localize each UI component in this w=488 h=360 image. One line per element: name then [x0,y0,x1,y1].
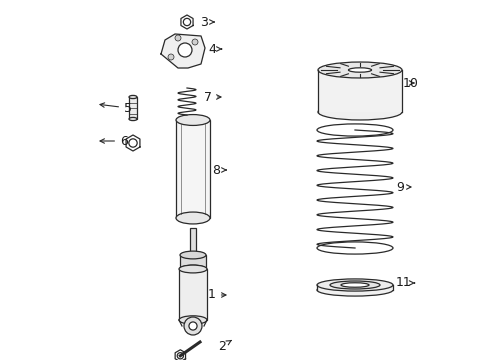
Text: 5: 5 [100,102,132,114]
Bar [179,269,206,320]
Ellipse shape [317,62,401,78]
Ellipse shape [340,283,368,287]
Text: 7: 7 [203,90,221,104]
Polygon shape [161,34,204,68]
Text: 8: 8 [212,163,225,176]
Bar [317,70,401,112]
Text: 10: 10 [402,77,418,90]
Text: 4: 4 [207,42,221,55]
Text: 9: 9 [395,180,410,194]
Bar [190,228,196,255]
Text: 6: 6 [100,135,128,148]
Ellipse shape [180,251,205,259]
Circle shape [192,39,198,45]
Ellipse shape [176,212,209,224]
Ellipse shape [348,68,371,72]
Bar [129,97,137,119]
Text: 2: 2 [218,339,231,352]
Text: 11: 11 [395,276,414,289]
Text: 1: 1 [207,288,225,302]
Circle shape [178,43,192,57]
Ellipse shape [129,117,137,121]
Bar [316,285,392,290]
Circle shape [175,35,181,41]
Ellipse shape [316,284,392,296]
Ellipse shape [129,95,137,99]
Ellipse shape [176,114,209,125]
Ellipse shape [316,279,392,291]
Text: 3: 3 [200,15,214,28]
Bar [176,120,209,218]
Circle shape [188,322,197,330]
Ellipse shape [179,265,206,273]
Ellipse shape [317,104,401,120]
Ellipse shape [329,281,379,289]
Ellipse shape [180,265,205,273]
Circle shape [168,54,174,60]
Ellipse shape [179,316,206,324]
Bar [180,255,205,269]
Circle shape [183,317,202,335]
